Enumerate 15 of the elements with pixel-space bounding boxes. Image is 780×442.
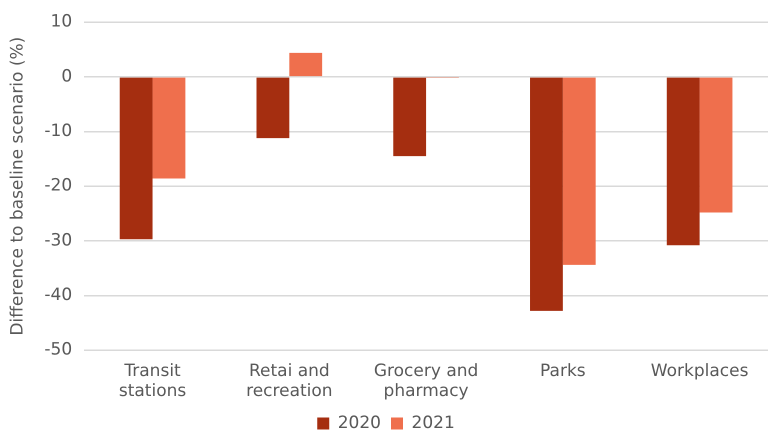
y-axis-title: Difference to baseline scenario (%) bbox=[8, 36, 28, 336]
y-tick-label: -20 bbox=[44, 176, 72, 196]
y-tick-label: -30 bbox=[44, 230, 72, 250]
legend-label: 2021 bbox=[412, 412, 455, 433]
y-tick-label: -40 bbox=[44, 284, 72, 305]
y-tick-label: 10 bbox=[50, 12, 72, 32]
x-tick-label: Grocery and pharmacy bbox=[374, 360, 478, 402]
x-tick-label: Transit stations bbox=[118, 360, 186, 402]
legend-label: 2020 bbox=[338, 412, 381, 433]
y-tick-label: 0 bbox=[61, 66, 72, 86]
x-tick-label: Workplaces bbox=[650, 360, 749, 381]
x-tick-label: Retai and recreation bbox=[246, 360, 333, 402]
y-tick-label: -50 bbox=[44, 340, 72, 360]
y-tick-label: -10 bbox=[44, 120, 72, 141]
x-tick-label: Parks bbox=[540, 360, 586, 381]
